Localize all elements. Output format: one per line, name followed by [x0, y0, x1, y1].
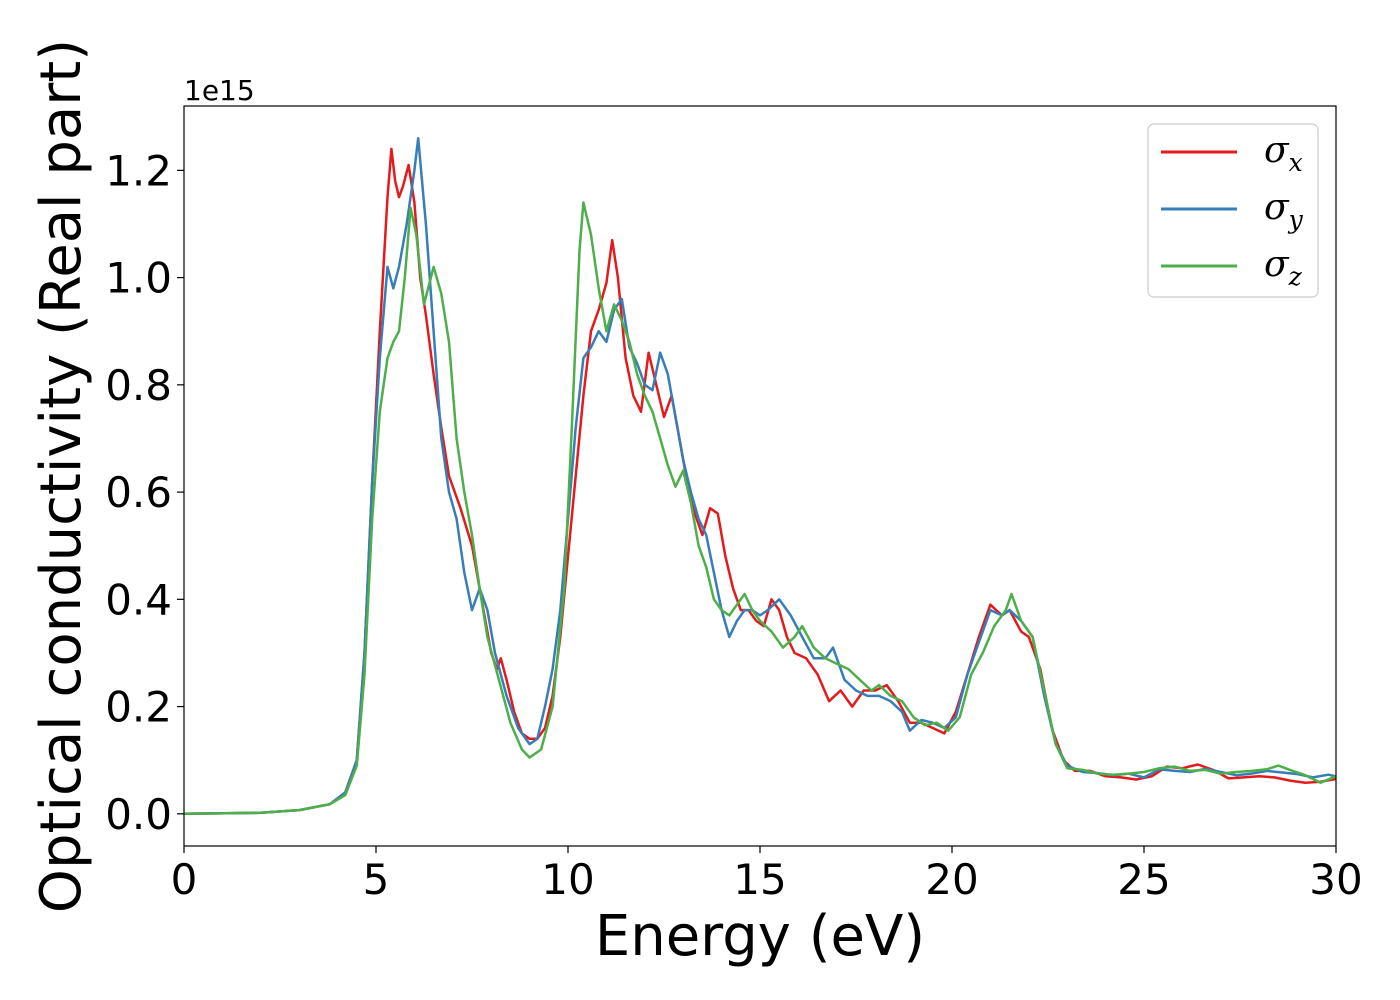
y-tick-label: 0.8 — [105, 361, 172, 410]
x-tick-label: 30 — [1309, 855, 1362, 904]
y-tick-label: 0.4 — [105, 575, 172, 624]
y-axis-ticks: 0.0 0.2 0.4 0.6 0.8 1.0 1.2 — [105, 146, 184, 839]
x-tick-label: 20 — [925, 855, 978, 904]
y-tick-label: 0.2 — [105, 683, 172, 732]
y-tick-label: 0.6 — [105, 468, 172, 517]
y-offset-label: 1e15 — [184, 74, 255, 107]
x-tick-label: 0 — [171, 855, 198, 904]
series-line-y — [183, 136, 1337, 816]
x-tick-label: 15 — [733, 855, 786, 904]
x-tick-label: 10 — [541, 855, 594, 904]
series-line-z — [183, 201, 1337, 816]
x-tick-label: 25 — [1117, 855, 1170, 904]
y-tick-label: 1.0 — [105, 254, 172, 303]
y-axis-title: Optical conductivity (Real part) — [29, 39, 94, 913]
series-layer — [183, 136, 1337, 816]
x-axis-ticks: 0 5 10 15 20 25 30 — [171, 846, 1363, 904]
y-tick-label: 0.0 — [105, 790, 172, 839]
x-axis-title: Energy (eV) — [595, 904, 925, 969]
y-tick-label: 1.2 — [105, 146, 172, 195]
x-tick-label: 5 — [363, 855, 390, 904]
